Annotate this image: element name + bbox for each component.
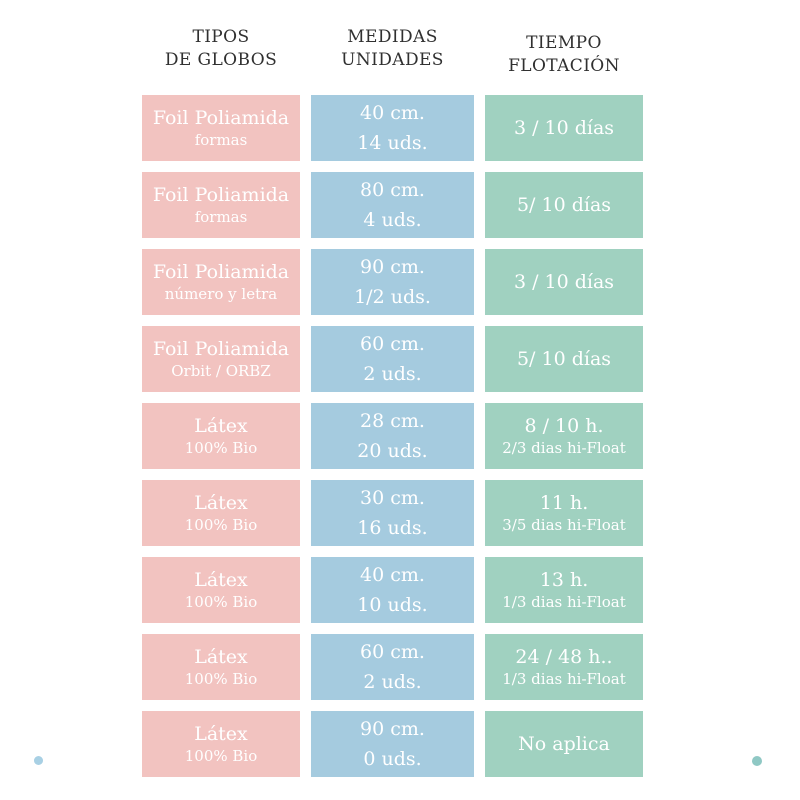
- tipo-main: Látex: [194, 415, 248, 438]
- tipo-cell: Látex 100% Bio: [142, 711, 300, 777]
- tiempo-cell: 3 / 10 días: [485, 249, 643, 315]
- medida-units: 4 uds.: [363, 209, 422, 231]
- tipo-main: Látex: [194, 646, 248, 669]
- tiempo-cell: No aplica: [485, 711, 643, 777]
- tiempo-main: 8 / 10 h.: [524, 415, 604, 438]
- tiempo-main: 5/ 10 días: [516, 347, 612, 370]
- medida-cell: 80 cm. 4 uds.: [311, 172, 474, 238]
- tiempo-sub: 1/3 dias hi-Float: [502, 669, 626, 688]
- tipo-sub: número y letra: [164, 284, 278, 303]
- tiempo-cell: 11 h. 3/5 dias hi-Float: [485, 480, 643, 546]
- tipo-cell: Látex 100% Bio: [142, 557, 300, 623]
- tipo-main: Foil Poliamida: [152, 184, 290, 207]
- tipo-sub: 100% Bio: [184, 592, 258, 611]
- medida-size: 90 cm.: [360, 717, 425, 740]
- medida-units: 1/2 uds.: [354, 286, 431, 308]
- header-tiempo-flotacion: TIEMPO FLOTACIÓN: [485, 26, 643, 78]
- tiempo-cell: 3 / 10 días: [485, 95, 643, 161]
- tipo-sub: 100% Bio: [184, 515, 258, 534]
- tipo-sub: formas: [194, 130, 248, 149]
- tiempo-sub: 3/5 dias hi-Float: [502, 515, 626, 534]
- header-tipos-line1: TIPOS: [192, 27, 250, 47]
- tiempo-main: 11 h.: [539, 492, 589, 515]
- decorative-dot-right: [752, 756, 762, 766]
- tiempo-main: 5/ 10 días: [516, 193, 612, 216]
- tipo-cell: Foil Poliamida formas: [142, 95, 300, 161]
- tiempo-main: 24 / 48 h..: [515, 646, 613, 669]
- tipo-sub: Orbit / ORBZ: [171, 361, 271, 380]
- tipo-cell: Foil Poliamida Orbit / ORBZ: [142, 326, 300, 392]
- tiempo-main: No aplica: [518, 732, 610, 755]
- tiempo-cell: 5/ 10 días: [485, 172, 643, 238]
- tiempo-sub: 1/3 dias hi-Float: [502, 592, 626, 611]
- medida-size: 30 cm.: [360, 486, 425, 509]
- tiempo-sub: 2/3 dias hi-Float: [502, 438, 626, 457]
- medida-cell: 90 cm. 1/2 uds.: [311, 249, 474, 315]
- header-medidas-unidades: MEDIDAS UNIDADES: [311, 26, 474, 78]
- tiempo-main: 3 / 10 días: [513, 270, 615, 293]
- tiempo-main: 13 h.: [539, 569, 589, 592]
- tipo-main: Látex: [194, 723, 248, 746]
- tipo-cell: Látex 100% Bio: [142, 634, 300, 700]
- tiempo-cell: 24 / 48 h.. 1/3 dias hi-Float: [485, 634, 643, 700]
- medida-cell: 90 cm. 0 uds.: [311, 711, 474, 777]
- header-tipos-de-globos: TIPOS DE GLOBOS: [142, 26, 300, 78]
- header-tiempo-line2: FLOTACIÓN: [508, 55, 620, 76]
- column-headers: TIPOS DE GLOBOS MEDIDAS UNIDADES TIEMPO …: [142, 26, 643, 78]
- tipo-cell: Foil Poliamida formas: [142, 172, 300, 238]
- medida-units: 14 uds.: [357, 132, 428, 154]
- tiempo-cell: 8 / 10 h. 2/3 dias hi-Float: [485, 403, 643, 469]
- tiempo-cell: 13 h. 1/3 dias hi-Float: [485, 557, 643, 623]
- medida-cell: 60 cm. 2 uds.: [311, 634, 474, 700]
- decorative-dot-left: [34, 756, 43, 765]
- medida-units: 20 uds.: [357, 440, 428, 462]
- tipo-cell: Foil Poliamida número y letra: [142, 249, 300, 315]
- header-medidas-line2: UNIDADES: [341, 49, 444, 70]
- medida-units: 2 uds.: [363, 671, 422, 693]
- tipo-main: Foil Poliamida: [152, 338, 290, 361]
- medida-cell: 40 cm. 14 uds.: [311, 95, 474, 161]
- medida-units: 10 uds.: [357, 594, 428, 616]
- tipo-main: Látex: [194, 569, 248, 592]
- tiempo-main: 3 / 10 días: [513, 116, 615, 139]
- medida-cell: 60 cm. 2 uds.: [311, 326, 474, 392]
- medida-size: 60 cm.: [360, 332, 425, 355]
- tipo-main: Látex: [194, 492, 248, 515]
- medida-size: 40 cm.: [360, 101, 425, 124]
- medida-cell: 28 cm. 20 uds.: [311, 403, 474, 469]
- tipo-main: Foil Poliamida: [152, 107, 290, 130]
- table-grid: Foil Poliamida formas 40 cm. 14 uds. 3 /…: [142, 95, 643, 777]
- medida-size: 90 cm.: [360, 255, 425, 278]
- medida-units: 2 uds.: [363, 363, 422, 385]
- tipo-sub: 100% Bio: [184, 438, 258, 457]
- header-tipos-line2: DE GLOBOS: [164, 49, 278, 70]
- tipo-sub: 100% Bio: [184, 669, 258, 688]
- header-tiempo-line1: TIEMPO: [526, 33, 602, 53]
- tipo-cell: Látex 100% Bio: [142, 480, 300, 546]
- header-medidas-line1: MEDIDAS: [347, 27, 438, 47]
- medida-units: 0 uds.: [363, 748, 422, 770]
- medida-size: 60 cm.: [360, 640, 425, 663]
- medida-cell: 40 cm. 10 uds.: [311, 557, 474, 623]
- tipo-sub: formas: [194, 207, 248, 226]
- medida-size: 28 cm.: [360, 409, 425, 432]
- medida-units: 16 uds.: [357, 517, 428, 539]
- medida-cell: 30 cm. 16 uds.: [311, 480, 474, 546]
- medida-size: 80 cm.: [360, 178, 425, 201]
- tiempo-cell: 5/ 10 días: [485, 326, 643, 392]
- tipo-sub: 100% Bio: [184, 746, 258, 765]
- tipo-cell: Látex 100% Bio: [142, 403, 300, 469]
- tipo-main: Foil Poliamida: [152, 261, 290, 284]
- medida-size: 40 cm.: [360, 563, 425, 586]
